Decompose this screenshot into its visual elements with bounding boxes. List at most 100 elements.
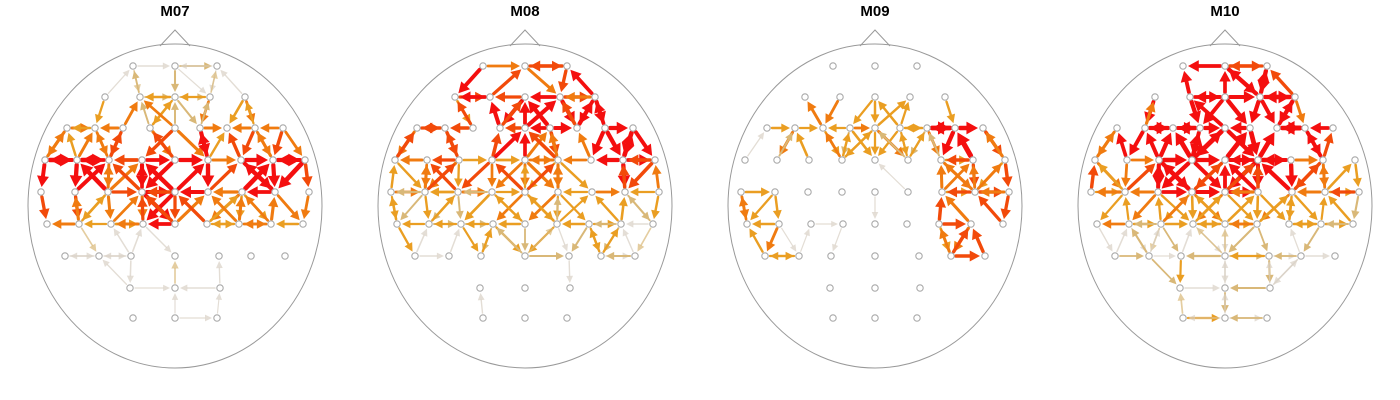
electrode <box>488 188 496 196</box>
arrow-head <box>1247 141 1261 156</box>
arrow-head <box>215 260 223 269</box>
electrode <box>838 188 846 196</box>
arrow-shaft <box>944 168 965 190</box>
arrow-head <box>1145 132 1157 146</box>
arrow-shaft <box>247 108 255 125</box>
arrow-head <box>1175 132 1188 147</box>
electrode <box>269 156 277 164</box>
arrow-head <box>163 244 172 253</box>
arrow-head <box>790 244 797 252</box>
arrow-shaft <box>106 195 112 212</box>
arrow-head <box>969 250 980 262</box>
arrow-head <box>543 100 557 113</box>
arrow-shaft <box>284 130 299 150</box>
arrow-shaft <box>1322 140 1331 157</box>
arrow-head <box>300 209 311 220</box>
arrow-head <box>180 186 191 198</box>
arrow-head <box>1169 252 1176 260</box>
arrow-shaft <box>232 100 244 118</box>
arrow-head <box>1129 143 1140 156</box>
arrow-head <box>1132 210 1143 221</box>
arrow-head <box>96 132 106 143</box>
arrow-head <box>215 292 222 301</box>
electrode <box>171 314 179 322</box>
electrode <box>105 156 113 164</box>
arrow-head <box>1308 211 1318 221</box>
arrow-head <box>825 132 835 143</box>
electrode <box>1349 220 1357 228</box>
arrow-head <box>1131 228 1140 238</box>
arrow-head <box>145 92 154 102</box>
arrow-head <box>114 154 125 166</box>
arrow-head <box>180 92 189 102</box>
electrode <box>807 220 815 228</box>
arrow-head <box>511 100 522 113</box>
electrode <box>773 156 781 164</box>
electrode <box>947 252 955 260</box>
arrow-head <box>1208 121 1220 135</box>
arrow-head <box>180 284 188 292</box>
arrow-shaft <box>1134 234 1148 253</box>
electrode <box>1221 314 1229 322</box>
electrode <box>1125 220 1133 228</box>
arrow-shaft <box>1149 140 1159 158</box>
arrow-shaft <box>157 138 174 158</box>
electrode <box>301 156 309 164</box>
arrow-head <box>871 212 879 219</box>
arrows <box>388 60 662 314</box>
electrode <box>1196 124 1204 132</box>
arrow-head <box>1171 243 1179 252</box>
arrow-head <box>946 113 956 124</box>
arrow-shaft <box>501 194 523 216</box>
arrow-shaft <box>1310 139 1323 158</box>
electrode <box>171 62 179 70</box>
arrow-head <box>113 228 121 237</box>
arrow-head <box>565 91 575 103</box>
arrow-shaft <box>501 168 524 191</box>
arrow-shaft <box>1089 173 1095 189</box>
electrode <box>477 252 485 260</box>
arrow-head <box>420 228 428 237</box>
electrode <box>838 156 846 164</box>
arrow-shaft <box>1294 194 1314 216</box>
arrow-shaft <box>561 69 568 85</box>
arrow-head <box>69 175 83 188</box>
arrow-head <box>520 165 530 174</box>
arrow-shaft <box>500 200 523 222</box>
electrode <box>146 124 154 132</box>
arrow-head <box>825 113 835 124</box>
electrode <box>554 188 562 196</box>
electrode <box>1263 314 1271 322</box>
arrow-shaft <box>40 195 46 211</box>
arrow-head <box>1198 219 1207 229</box>
electrode <box>413 124 421 132</box>
arrow-head <box>595 195 605 206</box>
arrow-head <box>216 132 225 142</box>
electrode <box>91 124 99 132</box>
arrow-head <box>651 209 660 220</box>
arrow-shaft <box>655 172 660 189</box>
arrow-head <box>511 187 520 197</box>
arrow-head <box>570 69 582 82</box>
electrode <box>126 284 134 292</box>
arrow-head <box>985 132 996 144</box>
arrow-shaft <box>622 141 631 158</box>
arrow-head <box>1209 176 1222 189</box>
arrow-head <box>571 242 580 252</box>
arrow-head <box>651 164 662 175</box>
arrow-head <box>1285 175 1298 188</box>
arrow-head <box>1326 220 1334 228</box>
electrode <box>241 93 249 101</box>
electrode <box>804 188 812 196</box>
arrow-head <box>828 123 837 133</box>
arrow-shaft <box>581 139 591 157</box>
electrode <box>455 156 463 164</box>
arrow-shaft <box>76 168 100 191</box>
arrow-head <box>1152 164 1165 177</box>
arrow-head <box>749 228 758 238</box>
arrow-head <box>1208 153 1220 167</box>
arrow-head <box>566 275 574 284</box>
arrow-shaft <box>231 140 241 158</box>
electrode <box>107 220 115 228</box>
arrow-head <box>519 133 531 144</box>
